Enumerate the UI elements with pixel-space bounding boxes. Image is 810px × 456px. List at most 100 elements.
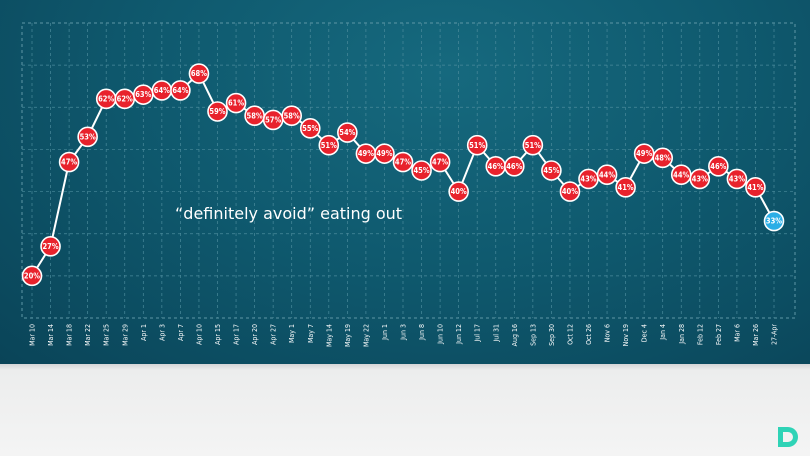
x-tick-label: May 19: [344, 324, 352, 347]
data-label: 44%: [673, 170, 689, 179]
data-point: 58%: [281, 105, 303, 127]
markers: 20%27%47%53%62% 62% 63% 64% 64%68%59%61%58% 5…: [21, 63, 785, 287]
point-marker: [40, 236, 61, 257]
data-point: 47%: [58, 151, 80, 173]
data-label: 46%: [488, 162, 504, 171]
data-label: 43%: [580, 175, 596, 184]
x-tick-label: Mar 26: [752, 324, 760, 346]
data-label: 51%: [321, 141, 337, 150]
data-point: 43%: [578, 168, 599, 190]
data-label: 40%: [562, 187, 578, 196]
grid: [21, 22, 796, 319]
point-marker: [318, 134, 340, 156]
data-label: 51%: [525, 141, 541, 150]
data-label: 43%: [729, 175, 745, 184]
data-point: 51%: [466, 134, 488, 156]
floor-background: [0, 364, 810, 456]
data-label: 46%: [506, 162, 522, 171]
data-label: 47%: [395, 158, 411, 167]
x-tick-label: Oct 12: [567, 324, 575, 345]
data-label: 58%: [247, 111, 263, 120]
data-label: 27%: [42, 242, 58, 251]
data-label: 51%: [469, 141, 485, 150]
x-tick-label: Jan 4: [659, 324, 667, 341]
data-point: 61%: [225, 92, 247, 114]
x-tick-label: Apr 17: [233, 324, 241, 345]
data-label: 62%: [117, 94, 133, 103]
data-point: 47%: [429, 151, 451, 173]
point-marker: [337, 122, 358, 143]
x-tick-label: May 14: [325, 324, 333, 347]
data-label: 55%: [302, 124, 318, 133]
data-point: 54%: [337, 122, 358, 143]
data-point: 62%: [114, 88, 136, 110]
data-point: 46%: [708, 155, 729, 177]
data-label: 49%: [376, 149, 392, 158]
data-label: 47%: [61, 158, 77, 167]
data-label: 49%: [358, 149, 374, 158]
data-point: 44%: [670, 164, 692, 186]
x-tick-label: Jun 3: [400, 324, 408, 341]
data-point: 47%: [392, 151, 414, 173]
data-point: 46%: [503, 155, 525, 177]
data-label: 20%: [24, 271, 40, 280]
data-point: 64%: [170, 80, 191, 101]
point-marker: [374, 143, 395, 164]
data-point: 45%: [541, 160, 562, 181]
data-point: 49%: [374, 143, 395, 164]
data-point: 58%: [244, 105, 265, 127]
point-marker: [763, 210, 785, 232]
x-tick-label: Apr 1: [140, 324, 148, 341]
x-tick-labels: Mar 10 Mar 14 Mar 18 Mar 22 Mar 25 Mar 29 Apr …: [29, 324, 779, 347]
data-label: 44%: [599, 170, 615, 179]
x-tick-label: Mar 10: [29, 324, 37, 346]
point-marker: [299, 118, 321, 139]
point-marker: [726, 168, 748, 190]
point-marker: [541, 160, 562, 181]
data-label: 40%: [451, 187, 467, 196]
data-point: 57%: [262, 109, 284, 131]
x-tick-label: Jun 10: [437, 324, 445, 345]
point-marker: [188, 63, 210, 84]
x-tick-label: Mar 14: [47, 324, 55, 346]
data-point: 62%: [95, 88, 117, 110]
data-point: 49%: [633, 143, 655, 164]
data-point: 64%: [151, 80, 173, 101]
point-marker: [21, 265, 43, 287]
point-marker: [77, 126, 98, 148]
x-tick-label: Dec 4: [641, 324, 649, 342]
data-label: 63%: [135, 90, 151, 99]
data-label: 45%: [413, 166, 429, 175]
point-marker: [429, 151, 451, 173]
x-tick-label: Nov 6: [604, 324, 612, 342]
point-marker: [615, 177, 636, 198]
x-tick-label: Nov 19: [622, 324, 630, 346]
data-point: 41%: [745, 177, 766, 198]
point-marker: [411, 160, 432, 181]
data-label: 41%: [747, 183, 763, 192]
data-label: 33%: [766, 217, 782, 226]
data-point: 27%: [40, 236, 61, 257]
data-point: 53%: [77, 126, 98, 148]
point-marker: [522, 134, 544, 156]
data-label: 45%: [543, 166, 559, 175]
data-label: 57%: [265, 116, 281, 125]
data-point: 43%: [726, 168, 748, 190]
data-point: 55%: [299, 118, 321, 139]
data-point: 33%: [763, 210, 785, 232]
point-marker: [652, 147, 674, 169]
x-tick-label: Sep 13: [529, 324, 537, 346]
brand-logo-icon: [778, 427, 798, 447]
x-tick-label: Mar 18: [66, 324, 74, 346]
x-tick-label: Feb 27: [715, 324, 723, 345]
x-tick-label: Jun 12: [455, 324, 463, 345]
data-point: 51%: [318, 134, 340, 156]
point-marker: [392, 151, 414, 173]
plot-frame: [21, 22, 796, 319]
data-point: 43%: [689, 168, 711, 190]
x-tick-label: May 22: [362, 324, 370, 347]
x-tick-label: Mar 6: [733, 324, 741, 342]
x-tick-label: Sep 30: [548, 324, 556, 346]
point-marker: [170, 80, 191, 101]
data-label: 46%: [710, 162, 726, 171]
